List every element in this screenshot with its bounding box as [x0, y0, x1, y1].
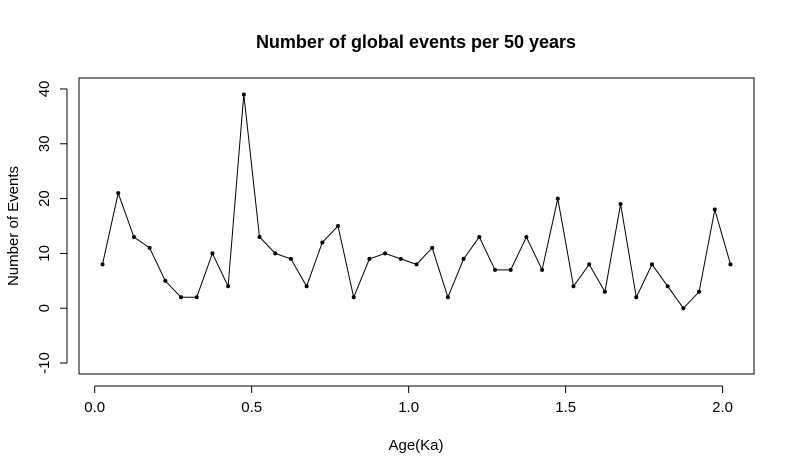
- x-axis: 0.0 0.5 1.0 1.5 2.0: [84, 385, 733, 416]
- data-point: [728, 262, 733, 267]
- x-axis-label: Age(Ka): [388, 437, 443, 454]
- data-point: [304, 284, 309, 289]
- y-tick-label: -10: [36, 352, 53, 374]
- data-point: [681, 306, 686, 311]
- chart-title: Number of global events per 50 years: [256, 32, 576, 52]
- data-point: [571, 284, 576, 289]
- x-tick-label: 1.0: [398, 399, 419, 416]
- y-axis: -10 0 10 20 30 40: [36, 81, 68, 374]
- y-tick-label: 10: [36, 245, 53, 262]
- data-point: [618, 202, 623, 207]
- data-point: [649, 262, 654, 267]
- data-point: [320, 240, 325, 245]
- data-points: [100, 92, 733, 311]
- y-tick-label: 30: [36, 135, 53, 152]
- data-point: [540, 267, 545, 272]
- data-point: [712, 207, 717, 212]
- data-point: [226, 284, 231, 289]
- data-point: [383, 251, 388, 256]
- data-point: [430, 245, 435, 250]
- data-point: [131, 234, 136, 239]
- data-point: [288, 256, 293, 261]
- data-point: [697, 289, 702, 294]
- data-point: [477, 234, 482, 239]
- data-point: [602, 289, 607, 294]
- data-point: [367, 256, 372, 261]
- y-tick-label: 40: [36, 81, 53, 98]
- data-point: [336, 224, 341, 228]
- data-point: [100, 262, 105, 267]
- y-tick-label: 0: [36, 304, 53, 312]
- series-line: [102, 94, 731, 309]
- y-axis-label: Number of Events: [5, 166, 22, 286]
- data-point: [398, 256, 403, 261]
- data-point: [116, 191, 121, 196]
- data-point: [665, 284, 670, 289]
- data-point: [163, 278, 168, 283]
- data-point: [351, 295, 356, 300]
- y-tick-label: 20: [36, 190, 53, 207]
- plot-frame: [78, 77, 755, 375]
- x-tick-label: 1.5: [555, 399, 576, 416]
- data-point: [492, 267, 497, 272]
- x-tick-label: 0.5: [241, 399, 262, 416]
- data-point: [273, 251, 278, 256]
- data-point: [587, 262, 592, 267]
- data-point: [147, 245, 152, 250]
- data-point: [508, 267, 513, 272]
- data-point: [194, 295, 199, 300]
- data-point: [210, 251, 215, 256]
- data-point: [445, 295, 450, 300]
- x-tick-label: 0.0: [84, 399, 105, 416]
- data-point: [179, 295, 184, 300]
- data-point: [241, 92, 246, 97]
- data-point: [414, 262, 419, 267]
- data-point: [524, 234, 529, 239]
- x-tick-label: 2.0: [712, 399, 733, 416]
- data-point: [257, 234, 262, 239]
- data-point: [461, 256, 466, 261]
- data-point: [634, 295, 639, 300]
- data-point: [555, 196, 560, 201]
